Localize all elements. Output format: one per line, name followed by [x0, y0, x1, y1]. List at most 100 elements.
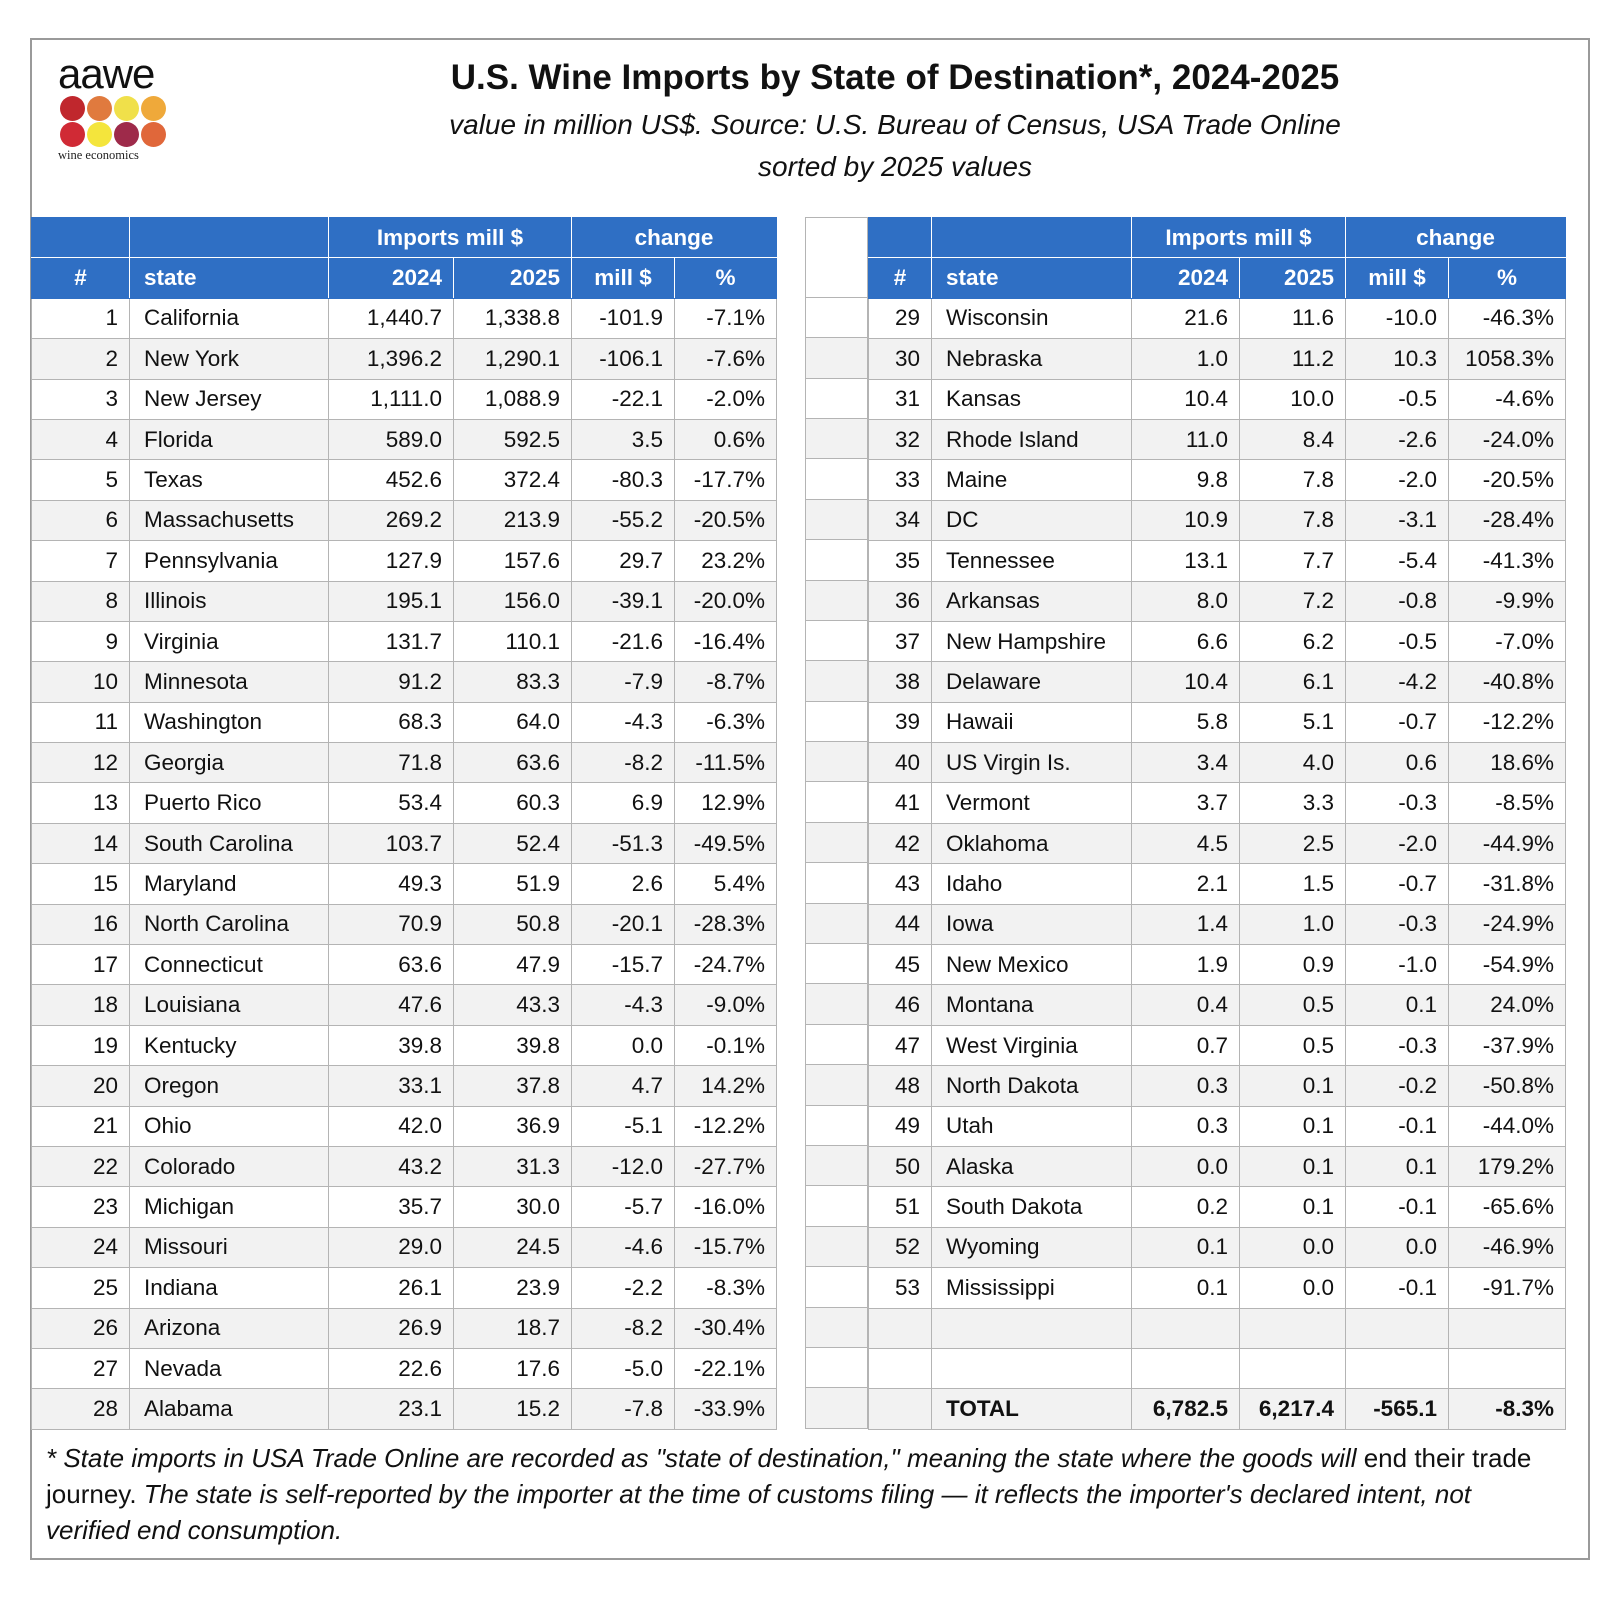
- table-row: 47 West Virginia 0.7 0.5 -0.3 -37.9%: [868, 1024, 1566, 1067]
- state-cell: Alabama: [129, 1388, 329, 1430]
- rank-cell: 48: [868, 1065, 932, 1107]
- imports-2025-cell: 6.1: [1239, 661, 1346, 703]
- state-cell: Idaho: [931, 863, 1132, 905]
- imports-2025-cell: 7.2: [1239, 580, 1346, 622]
- imports-2024-cell: 0.7: [1131, 1024, 1240, 1067]
- rank-cell: 20: [31, 1065, 130, 1107]
- imports-2025-cell: 60.3: [453, 782, 572, 824]
- table-row: 29 Wisconsin 21.6 11.6 -10.0 -46.3%: [868, 297, 1566, 340]
- state-cell: Arizona: [129, 1307, 329, 1349]
- change-mill-cell: -0.2: [1345, 1065, 1449, 1107]
- change-pct-cell: -91.7%: [1448, 1267, 1566, 1309]
- change-pct-cell: -12.2%: [674, 1105, 777, 1147]
- rank-cell: [868, 1307, 932, 1349]
- state-cell: Illinois: [129, 580, 329, 622]
- header-state: state: [931, 257, 1132, 299]
- change-pct-cell: -24.9%: [1448, 903, 1566, 946]
- header-pct: %: [674, 257, 777, 299]
- imports-2025-cell: 52.4: [453, 822, 572, 865]
- imports-2024-cell: 127.9: [328, 540, 454, 582]
- imports-2025-cell: 47.9: [453, 944, 572, 986]
- state-cell: Georgia: [129, 742, 329, 784]
- change-pct-cell: -6.3%: [674, 701, 777, 744]
- state-cell: North Dakota: [931, 1065, 1132, 1107]
- header-2024: 2024: [1131, 257, 1240, 299]
- total-2025-cell: 6,217.4: [1239, 1388, 1346, 1430]
- imports-2025-cell: 83.3: [453, 661, 572, 703]
- imports-2025-cell: 31.3: [453, 1145, 572, 1188]
- imports-2024-cell: 1,396.2: [328, 338, 454, 380]
- gap-cell: [805, 297, 868, 339]
- imports-2025-cell: 7.7: [1239, 540, 1346, 582]
- imports-2025-cell: 63.6: [453, 742, 572, 784]
- rank-cell: 52: [868, 1226, 932, 1269]
- change-pct-cell: -22.1%: [674, 1347, 777, 1390]
- change-mill-cell: -0.1: [1345, 1267, 1449, 1309]
- state-cell: Virginia: [129, 620, 329, 663]
- change-mill-cell: -0.1: [1345, 1105, 1449, 1147]
- imports-2025-cell: 0.9: [1239, 944, 1346, 986]
- change-mill-cell: 29.7: [571, 540, 675, 582]
- imports-2024-cell: 22.6: [328, 1347, 454, 1390]
- change-mill-cell: -0.3: [1345, 1024, 1449, 1067]
- state-cell: Vermont: [931, 782, 1132, 824]
- rank-cell: 23: [31, 1186, 130, 1228]
- rank-cell: 47: [868, 1024, 932, 1067]
- imports-2024-cell: 10.4: [1131, 378, 1240, 420]
- imports-2024-cell: 91.2: [328, 661, 454, 703]
- change-pct-cell: 179.2%: [1448, 1145, 1566, 1188]
- imports-2025-cell: 50.8: [453, 903, 572, 946]
- table-row: 52 Wyoming 0.1 0.0 0.0 -46.9%: [868, 1226, 1566, 1269]
- change-pct-cell: -49.5%: [674, 822, 777, 865]
- rank-cell: 8: [31, 580, 130, 622]
- imports-2025-cell: [1239, 1307, 1346, 1349]
- rank-cell: 5: [31, 459, 130, 501]
- change-pct-cell: -15.7%: [674, 1226, 777, 1269]
- imports-2024-cell: 1.9: [1131, 944, 1240, 986]
- gap-cell: [805, 1267, 868, 1308]
- rank-cell: 33: [868, 459, 932, 501]
- change-pct-cell: -20.5%: [674, 499, 777, 542]
- state-cell: Mississippi: [931, 1267, 1132, 1309]
- gap-cell: [805, 903, 868, 945]
- rank-cell: 38: [868, 661, 932, 703]
- gap-cell: [805, 1226, 868, 1268]
- table-row: 14 South Carolina 103.7 52.4 -51.3 -49.5%: [31, 822, 777, 865]
- rank-cell: [868, 1388, 932, 1430]
- table-row: 33 Maine 9.8 7.8 -2.0 -20.5%: [868, 459, 1566, 501]
- change-mill-cell: 0.6: [1345, 742, 1449, 784]
- imports-2024-cell: 10.9: [1131, 499, 1240, 542]
- state-cell: Wyoming: [931, 1226, 1132, 1269]
- imports-2025-cell: 1.5: [1239, 863, 1346, 905]
- imports-2024-cell: 35.7: [328, 1186, 454, 1228]
- imports-2024-cell: 269.2: [328, 499, 454, 542]
- change-pct-cell: -9.9%: [1448, 580, 1566, 622]
- state-cell: New Mexico: [931, 944, 1132, 986]
- imports-2024-cell: 9.8: [1131, 459, 1240, 501]
- header-rank: #: [868, 257, 932, 299]
- change-pct-cell: -40.8%: [1448, 661, 1566, 703]
- change-mill-cell: 10.3: [1345, 338, 1449, 380]
- footnote-italic-2: The state is self-reported by the import…: [46, 1479, 1472, 1545]
- imports-2024-cell: 589.0: [328, 418, 454, 461]
- state-cell: New Jersey: [129, 378, 329, 420]
- imports-2025-cell: 1,088.9: [453, 378, 572, 420]
- imports-2025-cell: 36.9: [453, 1105, 572, 1147]
- rank-cell: 53: [868, 1267, 932, 1309]
- gap-cell: [805, 1307, 868, 1348]
- change-pct-cell: -54.9%: [1448, 944, 1566, 986]
- rank-cell: 26: [31, 1307, 130, 1349]
- imports-2024-cell: 103.7: [328, 822, 454, 865]
- table-row: 1 California 1,440.7 1,338.8 -101.9 -7.1%: [31, 297, 777, 340]
- state-cell: Wisconsin: [931, 297, 1132, 340]
- table-row: 44 Iowa 1.4 1.0 -0.3 -24.9%: [868, 903, 1566, 946]
- change-mill-cell: -21.6: [571, 620, 675, 663]
- state-cell: Puerto Rico: [129, 782, 329, 824]
- logo-wordmark: aawe: [58, 50, 155, 97]
- logo-dot: [114, 96, 139, 121]
- rank-cell: 29: [868, 297, 932, 340]
- change-mill-cell: -5.4: [1345, 540, 1449, 582]
- right-table-body: 29 Wisconsin 21.6 11.6 -10.0 -46.3% 30 Nebraska…: [868, 297, 1566, 1430]
- imports-2024-cell: 39.8: [328, 1024, 454, 1067]
- change-pct-cell: [1448, 1347, 1566, 1390]
